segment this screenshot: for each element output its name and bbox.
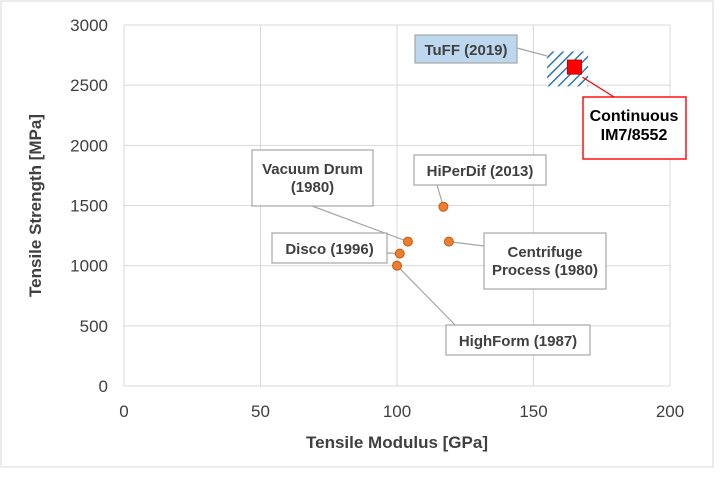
callout-box xyxy=(413,154,547,186)
x-tick-label: 200 xyxy=(656,402,684,421)
continuous-label: Continuous IM7/8552 xyxy=(590,108,679,144)
x-tick-label: 100 xyxy=(383,402,411,421)
data-point xyxy=(402,236,413,247)
continuous-leader xyxy=(582,76,615,98)
y-axis-title: Tensile Strength [MPa] xyxy=(26,114,45,297)
y-tick-label: 2000 xyxy=(70,136,108,155)
x-tick-label: 50 xyxy=(251,402,270,421)
callout-leader xyxy=(396,265,461,331)
y-tick-label: 1500 xyxy=(70,197,108,216)
callout-box xyxy=(271,232,388,264)
callout-box xyxy=(483,232,607,290)
continuous-marker xyxy=(566,59,582,75)
y-tick-label: 500 xyxy=(80,317,108,336)
callout-label: Vacuum Drum (1980) xyxy=(262,161,363,196)
data-point xyxy=(392,260,402,271)
callout-box xyxy=(445,324,591,356)
y-tick-label: 2500 xyxy=(70,76,108,95)
callout-label: HiPerDif (2013) xyxy=(427,163,534,180)
tuff-leader xyxy=(516,47,548,57)
tuff-label-box xyxy=(414,34,518,64)
callout-leader xyxy=(311,205,409,243)
callout-label: Disco (1996) xyxy=(285,241,373,258)
data-point xyxy=(438,201,449,212)
y-tick-label: 0 xyxy=(99,377,108,396)
tuff-label: TuFF (2019) xyxy=(424,42,507,59)
callout-label: Centrifuge Process (1980) xyxy=(492,244,598,279)
continuous-label-box xyxy=(582,96,687,160)
data-point xyxy=(394,248,405,259)
y-tick-label: 1000 xyxy=(70,257,108,276)
x-tick-label: 0 xyxy=(119,402,128,421)
callout-box xyxy=(251,149,374,207)
x-axis-title: Tensile Modulus [GPa] xyxy=(306,433,488,452)
callout-leader xyxy=(448,241,485,247)
callout-label: HighForm (1987) xyxy=(459,333,577,350)
x-tick-label: 150 xyxy=(519,402,547,421)
data-point xyxy=(443,236,454,247)
y-tick-label: 3000 xyxy=(70,16,108,35)
